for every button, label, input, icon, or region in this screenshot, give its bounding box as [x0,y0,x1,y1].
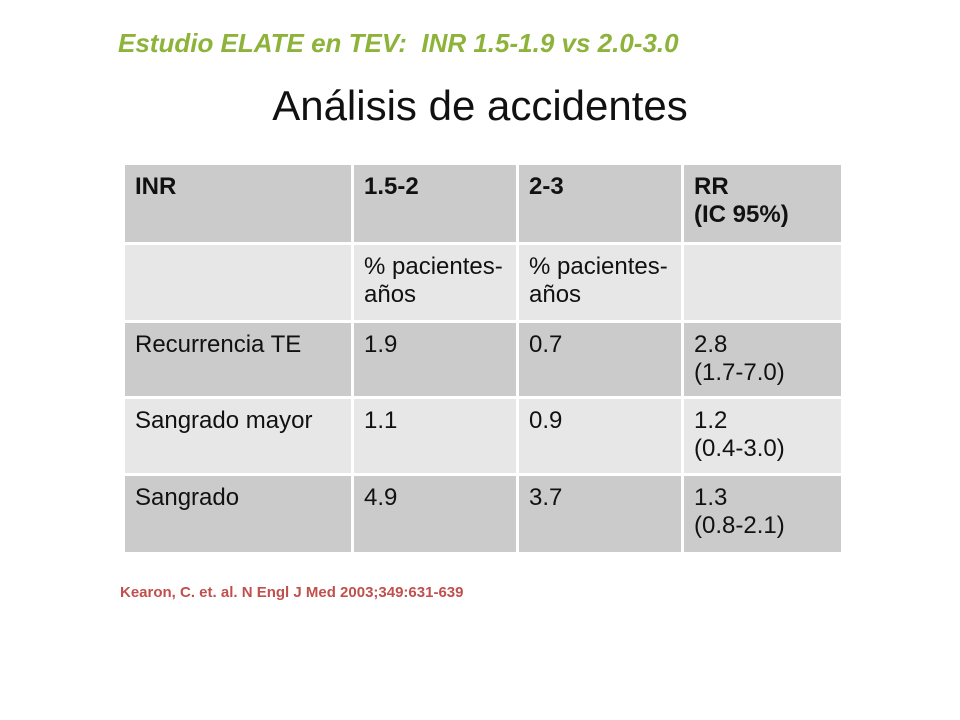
table-cell: 1.1 [351,396,519,476]
subtitle: Estudio ELATE en TEV: INR 1.5-1.9 vs 2.0… [118,28,679,58]
table-cell: Sangrado [122,473,354,555]
table-cell: 3.7 [516,473,684,555]
table-cell [122,242,354,323]
results-table: INR 1.5-2 2-3 RR (IC 95%)% pacientes-años% … [122,162,844,555]
table-cell: 1.5-2 [351,162,519,245]
table-cell: % pacientes-años [351,242,519,323]
table-cell [681,242,844,323]
table-cell: 2-3 [516,162,684,245]
title: Análisis de accidentes [272,82,688,129]
table-cell: INR [122,162,354,245]
table-row: % pacientes-años% pacientes-años [122,242,844,323]
citation: Kearon, C. et. al. N Engl J Med 2003;349… [120,584,464,601]
table-row: Sangrado mayor 1.1 0.9 1.2 (0.4-3.0) [122,396,844,476]
table-cell: Sangrado mayor [122,396,354,476]
table-row: Recurrencia TE 1.9 0.7 2.8 (1.7-7.0) [122,320,844,399]
table-row: Sangrado 4.9 3.7 1.3 (0.8-2.1) [122,473,844,555]
table-cell: Recurrencia TE [122,320,354,399]
table-cell: 1.3 (0.8-2.1) [681,473,844,555]
table-cell: 1.2 (0.4-3.0) [681,396,844,476]
table-cell: 2.8 (1.7-7.0) [681,320,844,399]
table-cell: RR (IC 95%) [681,162,844,245]
table-cell: % pacientes-años [516,242,684,323]
table-cell: 1.9 [351,320,519,399]
table-cell: 0.7 [516,320,684,399]
header-row: INR 1.5-2 2-3 RR (IC 95%) [122,162,844,245]
table-cell: 0.9 [516,396,684,476]
table-cell: 4.9 [351,473,519,555]
